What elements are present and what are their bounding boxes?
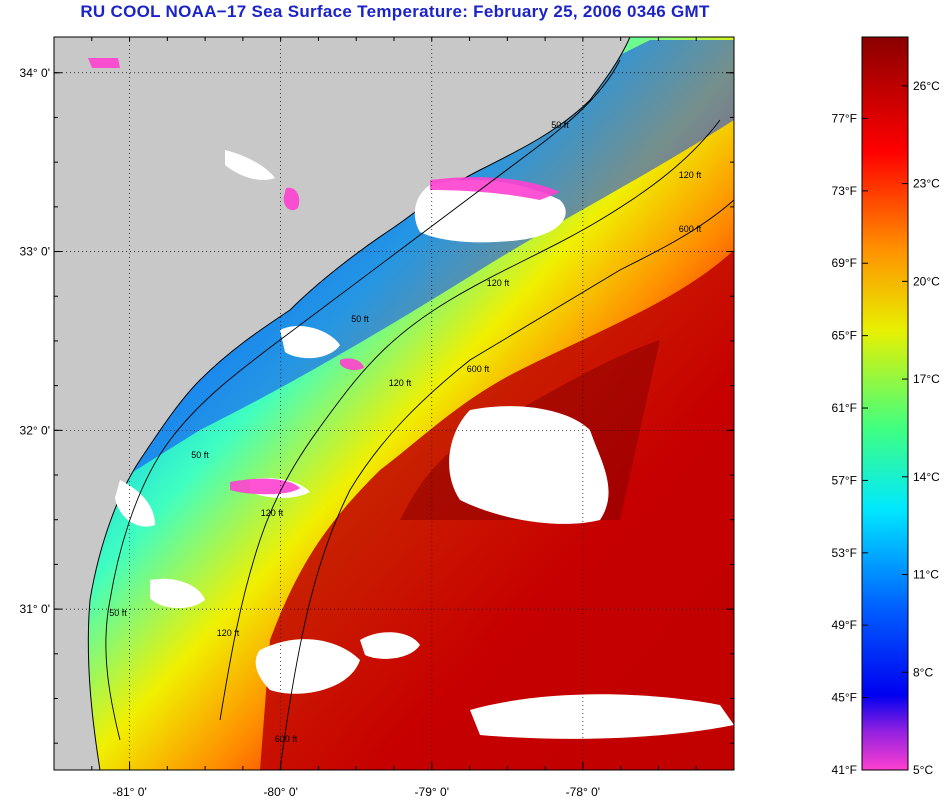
- colorbar-labels: 26°C 23°C 20°C 17°C 14°C 11°C 8°C 5°C 77°F 73°F 69…: [832, 79, 941, 777]
- isobath-contours: [105, 59, 734, 770]
- fahrenheit-label: 41°F: [832, 763, 857, 777]
- celsius-label: 20°C: [913, 274, 940, 288]
- isobath-600ft: [279, 199, 734, 770]
- isobath-120ft: [219, 119, 721, 721]
- celsius-label: 14°C: [913, 470, 940, 484]
- isobath-label: 120 ft: [217, 628, 240, 638]
- colorbar: [861, 36, 909, 771]
- land-mass: [54, 37, 631, 770]
- fahrenheit-label: 77°F: [832, 111, 857, 125]
- isobath-label: 600 ft: [467, 364, 490, 374]
- fahrenheit-label: 61°F: [832, 401, 857, 415]
- celsius-label: 8°C: [913, 665, 933, 679]
- fahrenheit-label: 45°F: [832, 691, 857, 705]
- fahrenheit-label: 53°F: [832, 546, 857, 560]
- sst-map: 50 ft 50 ft 50 ft 50 ft 120 ft 120 ft 120 ft 12…: [54, 37, 734, 770]
- isobath-label: 50 ft: [109, 608, 127, 618]
- isobath-label: 50 ft: [191, 450, 209, 460]
- cold-shelf-water: [90, 40, 734, 480]
- cold-spots: [88, 58, 560, 495]
- fahrenheit-label: 57°F: [832, 473, 857, 487]
- isobath-label: 50 ft: [551, 120, 569, 130]
- isobath-label: 600 ft: [679, 224, 702, 234]
- lat-tick-label: 32° 0': [20, 423, 50, 437]
- lat-tick-label: 34° 0': [20, 66, 50, 80]
- lon-tick-label: -78° 0': [566, 785, 600, 799]
- map-frame: [53, 36, 735, 771]
- celsius-label: 26°C: [913, 79, 940, 93]
- isobath-label: 120 ft: [389, 378, 412, 388]
- fahrenheit-label: 65°F: [832, 329, 857, 343]
- isobath-label: 50 ft: [351, 314, 369, 324]
- isobath-label: 600 ft: [275, 734, 298, 744]
- isobath-label: 120 ft: [487, 278, 510, 288]
- fahrenheit-label: 73°F: [832, 184, 857, 198]
- celsius-label: 17°C: [913, 372, 940, 386]
- celsius-label: 23°C: [913, 177, 940, 191]
- celsius-label: 5°C: [913, 763, 933, 777]
- lon-tick-label: -79° 0': [415, 785, 449, 799]
- celsius-label: 11°C: [913, 568, 939, 582]
- cloud-cover: [115, 150, 734, 739]
- lat-tick-label: 31° 0': [20, 602, 50, 616]
- lon-tick-label: -81° 0': [112, 785, 146, 799]
- fahrenheit-label: 49°F: [832, 618, 857, 632]
- fahrenheit-label: 69°F: [832, 256, 857, 270]
- lat-tick-label: 33° 0': [20, 245, 50, 259]
- map-gridlines: [53, 37, 735, 770]
- axis-labels: -81° 0' -80° 0' -79° 0' -78° 0' 34° 0' 33° 0'…: [20, 66, 601, 799]
- isobath-50ft: [105, 59, 621, 741]
- isobath-label: 120 ft: [679, 170, 702, 180]
- isobath-label: 120 ft: [261, 508, 284, 518]
- map-title: RU COOL NOAA−17 Sea Surface Temperature:…: [80, 2, 710, 21]
- lon-tick-label: -80° 0': [263, 785, 297, 799]
